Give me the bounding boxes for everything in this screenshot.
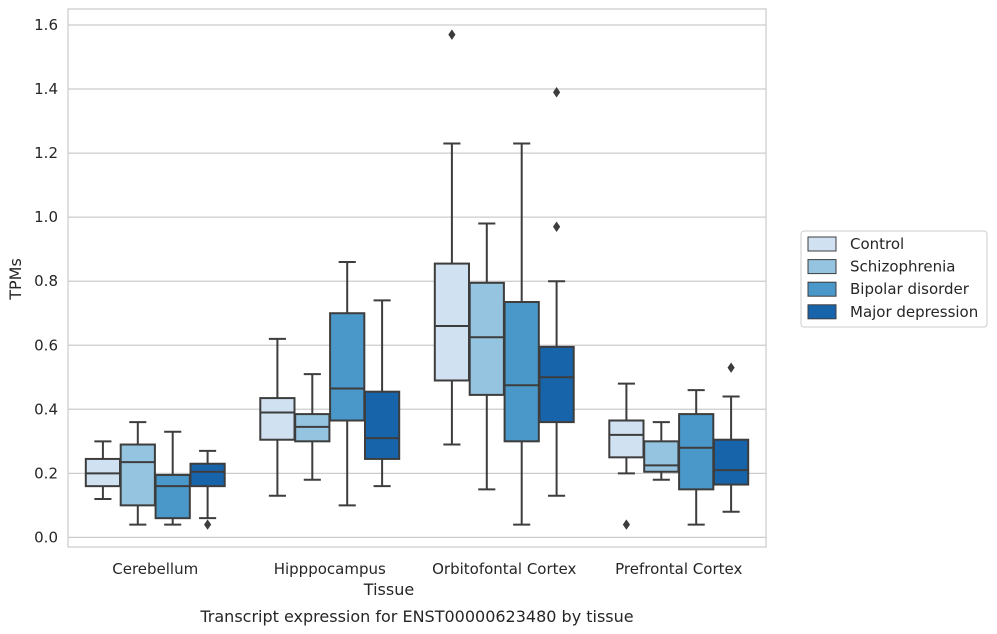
outlier-point [204,519,212,530]
y-tick-label: 0.4 [34,400,58,418]
box [189,449,226,530]
box-body [329,312,366,422]
box [538,87,575,497]
box [294,373,331,481]
x-tick-label: Prefrontal Cortex [615,560,742,578]
box-body [608,419,645,459]
box [84,440,122,500]
outlier-point [727,362,735,373]
y-tick-label: 1.2 [34,144,58,162]
y-axis-title: TPMs [6,258,25,301]
box [363,299,401,488]
box [712,362,750,513]
y-tick-label: 0.2 [34,464,58,482]
legend-swatch [807,259,837,275]
y-tick-label: 0.0 [34,528,58,546]
y-tick-label: 1.4 [34,80,58,98]
x-tick-label: Orbitofontal Cortex [432,560,576,578]
box-body [189,462,226,488]
legend-label: Control [850,235,904,253]
box-body [468,281,505,396]
y-tick-label: 1.6 [34,16,58,34]
box-body [363,390,401,460]
box [154,430,191,526]
box [643,421,680,481]
box-body [119,443,156,507]
box-body [538,345,575,424]
legend-swatch [807,236,837,252]
series-control [84,29,645,530]
box-body [678,413,715,491]
box [503,142,540,526]
box [608,382,645,530]
x-axis-title: Tissue [363,580,414,599]
box-groups [84,29,750,530]
box-body [154,473,191,520]
x-tick-label: Cerebellum [112,560,198,578]
y-gridlines [68,24,766,539]
box-body [259,397,296,441]
box-body [503,301,540,443]
box-body [712,438,750,486]
box [433,29,471,446]
outlier-point [553,87,561,98]
figure-caption: Transcript expression for ENST0000062348… [199,607,633,626]
y-tick-label: 1.0 [34,208,58,226]
series-bipolar-disorder [154,142,715,526]
box-body [643,440,680,473]
box [678,389,715,526]
legend-label: Bipolar disorder [850,280,970,298]
box [329,260,366,507]
legend-swatch [807,304,837,320]
legend-swatch [807,281,837,297]
box [259,337,296,497]
x-tick-label: Hipppocampus [274,560,386,578]
legend-frame [800,230,988,328]
x-tick-labels: Cerebellum Hipppocampus Orbitofontal Corte… [112,560,742,578]
box [468,222,505,491]
legend-label: Major depression [850,303,978,321]
plot-area-frame [67,8,767,548]
box-body [433,262,471,382]
outlier-point [448,29,456,40]
y-tick-label: 0.6 [34,336,58,354]
y-tick-labels: 0.0 0.2 0.4 0.6 0.8 1.0 1.2 1.4 1.6 [34,16,58,546]
outlier-point [553,221,561,232]
legend: Control Schizophrenia Bipolar disorder Majo… [800,230,988,328]
series-schizophrenia [119,222,680,526]
legend-label: Schizophrenia [850,258,955,276]
outlier-point [622,519,630,530]
box [119,421,156,526]
series-major-depression [189,87,750,530]
y-tick-label: 0.8 [34,272,58,290]
